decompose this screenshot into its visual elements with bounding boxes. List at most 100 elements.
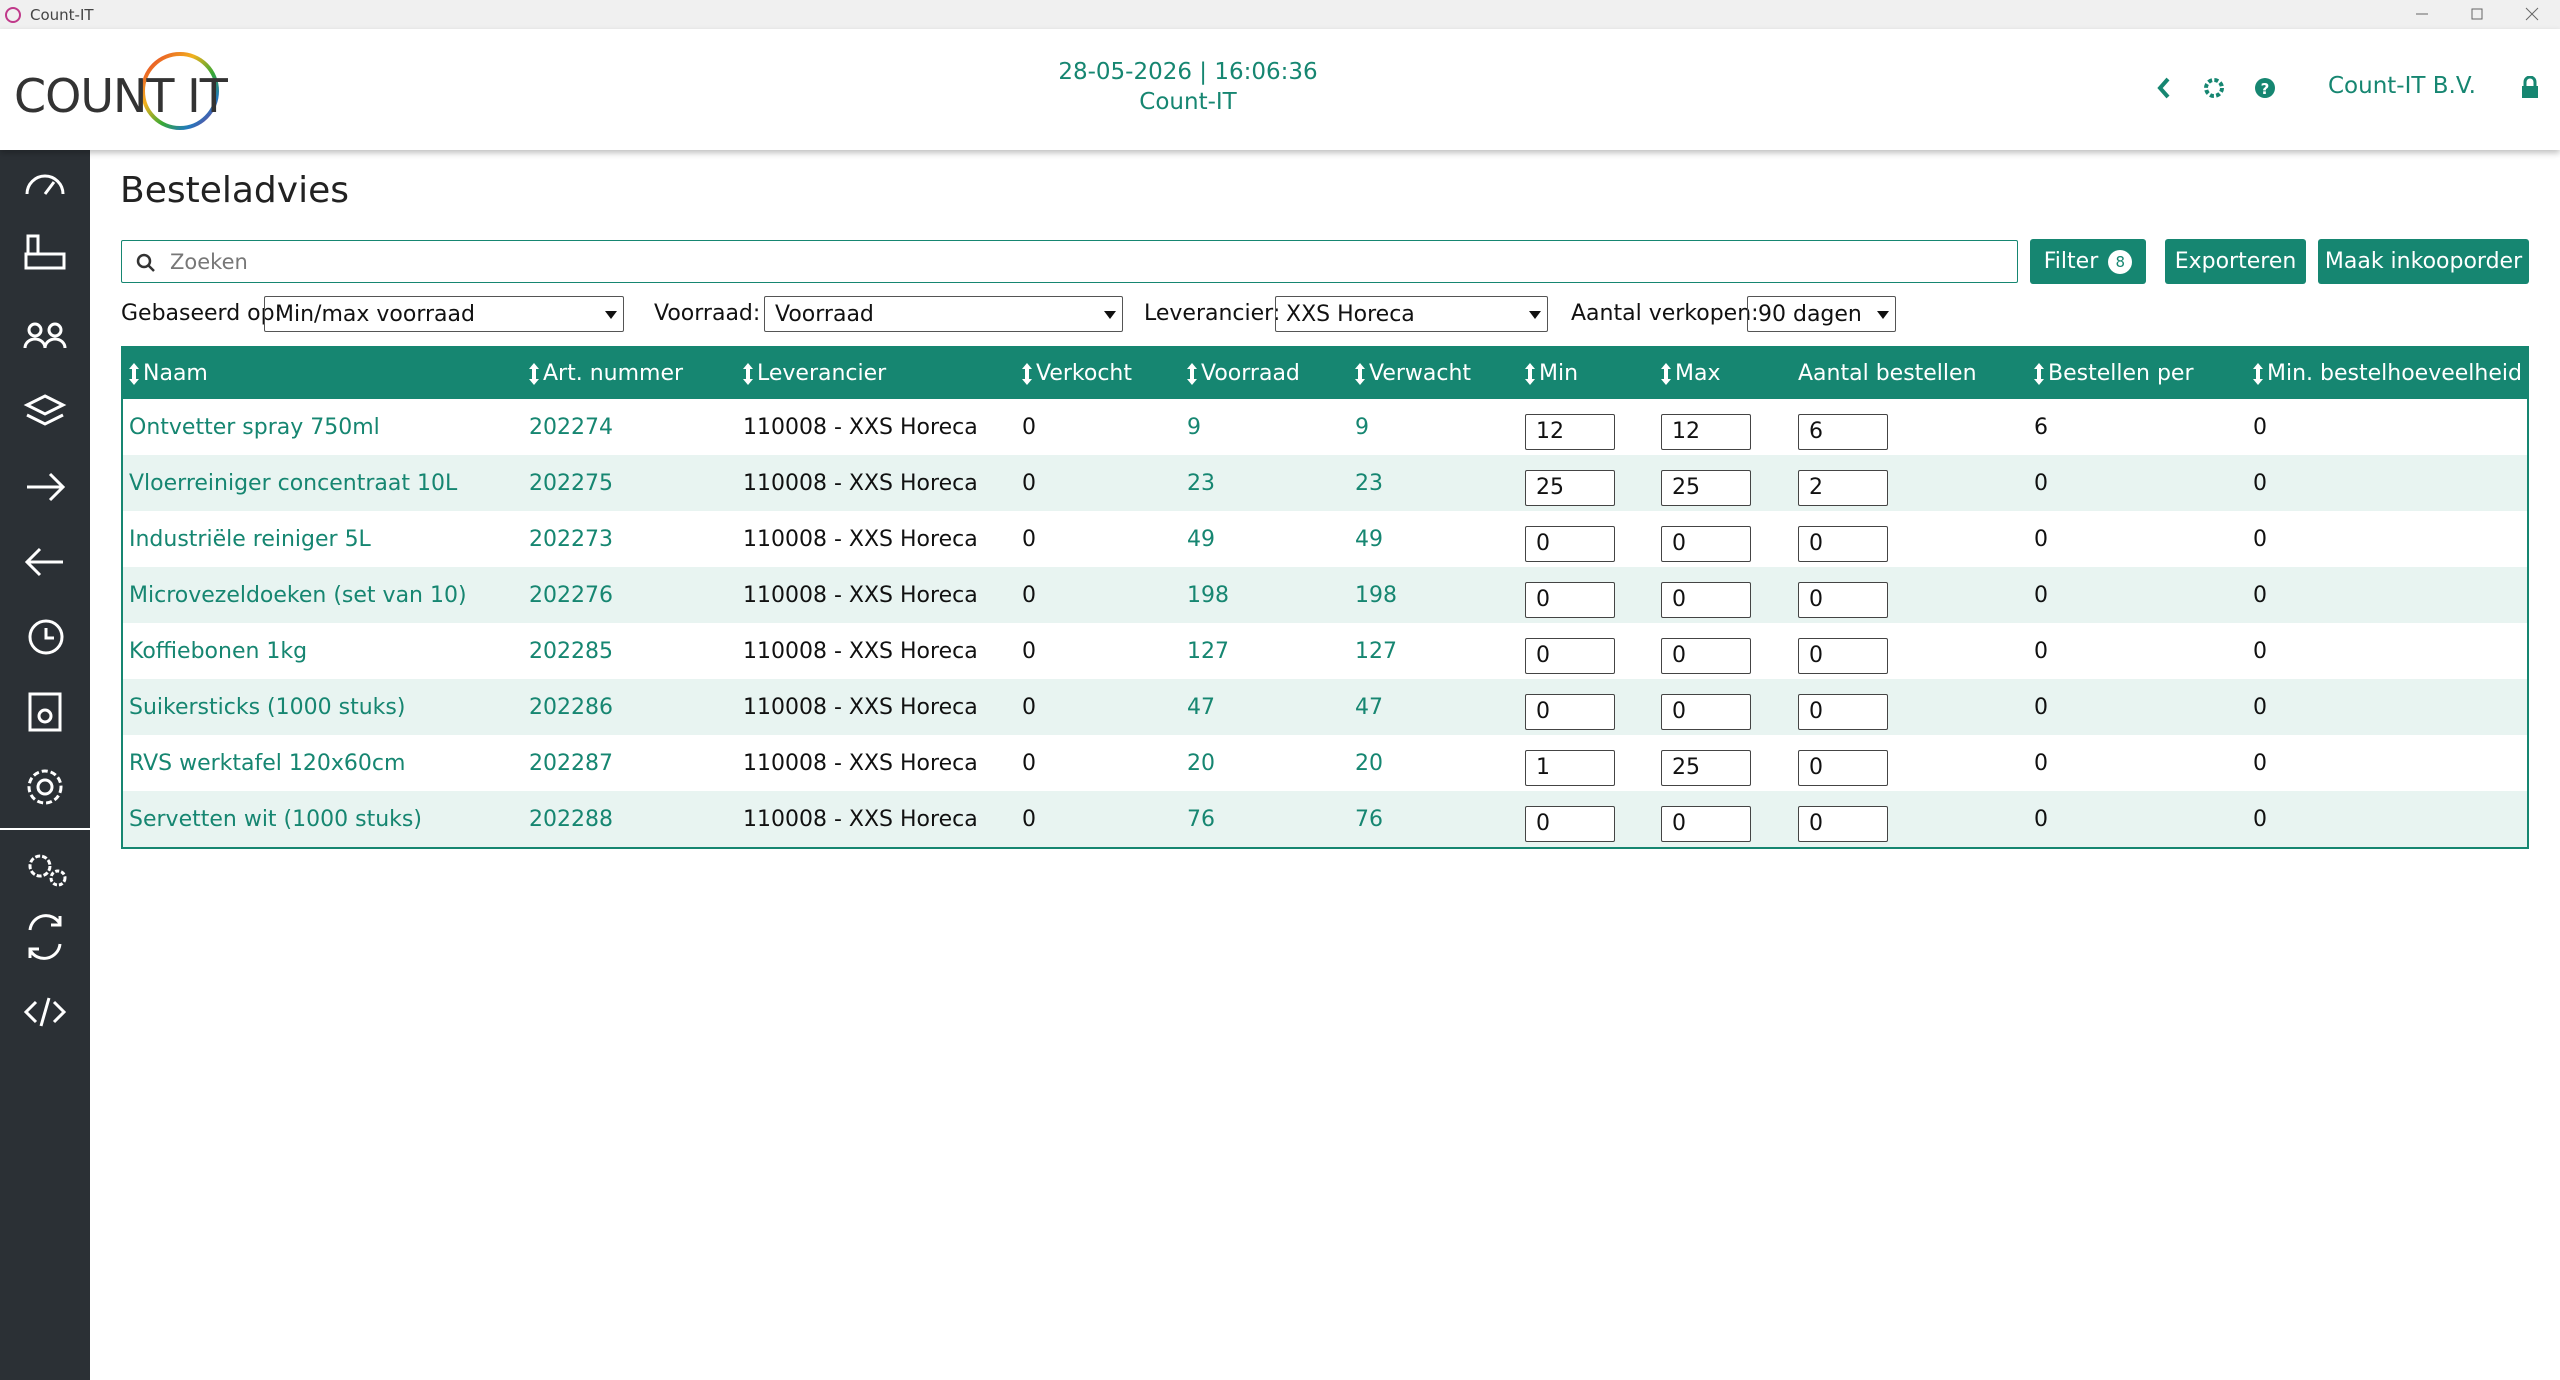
sort-icon[interactable]: [1355, 362, 1365, 385]
number-input[interactable]: 25: [1661, 470, 1751, 506]
nav-relations[interactable]: [23, 322, 67, 349]
sort-icon[interactable]: [1661, 362, 1671, 385]
column-header[interactable]: Naam: [129, 348, 208, 399]
nav-history[interactable]: [28, 619, 64, 655]
search-input[interactable]: Zoeken: [121, 240, 2018, 283]
cell-link[interactable]: Servetten wit (1000 stuks): [129, 806, 422, 832]
column-header[interactable]: Min: [1525, 348, 1578, 399]
cell-link[interactable]: Suikersticks (1000 stuks): [129, 694, 406, 720]
nav-incoming[interactable]: [27, 472, 66, 502]
cell-link[interactable]: 9: [1355, 414, 1369, 440]
cell-link[interactable]: 202275: [529, 470, 613, 496]
column-header[interactable]: Verwacht: [1355, 348, 1471, 399]
nav-products[interactable]: [24, 234, 66, 270]
nav-outgoing[interactable]: [24, 547, 63, 577]
number-input[interactable]: 0: [1798, 694, 1888, 730]
number-input[interactable]: 0: [1661, 526, 1751, 562]
cell-link[interactable]: Vloerreiniger concentraat 10L: [129, 470, 458, 496]
cell-link[interactable]: 202276: [529, 582, 613, 608]
cell-link[interactable]: RVS werktafel 120x60cm: [129, 750, 406, 776]
filter-select[interactable]: Voorraad: [764, 296, 1123, 332]
company-name[interactable]: Count-IT B.V.: [2328, 73, 2476, 99]
sort-icon[interactable]: [2253, 362, 2263, 385]
filter-select[interactable]: Min/max voorraad: [264, 296, 624, 332]
cell-link[interactable]: 20: [1187, 750, 1215, 776]
number-input[interactable]: 0: [1798, 750, 1888, 786]
number-input[interactable]: 0: [1525, 582, 1615, 618]
cell-link[interactable]: 198: [1187, 582, 1229, 608]
create-order-button[interactable]: Maak inkooporder: [2318, 239, 2529, 284]
number-input[interactable]: 0: [1661, 638, 1751, 674]
cell-link[interactable]: 76: [1187, 806, 1215, 832]
number-input[interactable]: 25: [1525, 470, 1615, 506]
number-input[interactable]: 0: [1525, 694, 1615, 730]
cell-link[interactable]: 202286: [529, 694, 613, 720]
nav-reports[interactable]: [28, 692, 62, 732]
number-input[interactable]: 0: [1525, 806, 1615, 842]
cell-link[interactable]: 49: [1355, 526, 1383, 552]
number-input[interactable]: 0: [1525, 526, 1615, 562]
cell-link[interactable]: 49: [1187, 526, 1215, 552]
sort-icon[interactable]: [1525, 362, 1535, 385]
number-input[interactable]: 0: [1798, 806, 1888, 842]
cell-link[interactable]: 23: [1355, 470, 1383, 496]
number-input[interactable]: 2: [1798, 470, 1888, 506]
cell-link[interactable]: 23: [1187, 470, 1215, 496]
column-header[interactable]: Voorraad: [1187, 348, 1300, 399]
filter-button[interactable]: Filter 8: [2030, 239, 2146, 284]
nav-dashboard[interactable]: [25, 174, 65, 195]
export-button[interactable]: Exporteren: [2165, 239, 2306, 284]
nav-sync[interactable]: [28, 914, 62, 960]
nav-settings[interactable]: [27, 769, 63, 805]
cell-link[interactable]: 202288: [529, 806, 613, 832]
nav-stock[interactable]: [23, 394, 67, 426]
column-header[interactable]: Bestellen per: [2034, 348, 2194, 399]
nav-advanced-settings[interactable]: [28, 854, 67, 887]
number-input[interactable]: 6: [1798, 414, 1888, 450]
number-input[interactable]: 25: [1661, 750, 1751, 786]
cell-link[interactable]: 47: [1187, 694, 1215, 720]
column-header[interactable]: Min. bestelhoeveelheid: [2253, 348, 2522, 399]
cell-link[interactable]: 47: [1355, 694, 1383, 720]
number-input[interactable]: 0: [1798, 582, 1888, 618]
sort-icon[interactable]: [1022, 362, 1032, 385]
sort-icon[interactable]: [743, 362, 753, 385]
column-header[interactable]: Leverancier: [743, 348, 886, 399]
number-input[interactable]: 12: [1525, 414, 1615, 450]
cell-link[interactable]: Microvezeldoeken (set van 10): [129, 582, 467, 608]
nav-developer[interactable]: [23, 997, 67, 1027]
cell-link[interactable]: 202287: [529, 750, 613, 776]
lock-icon[interactable]: [2520, 76, 2540, 100]
filter-select[interactable]: XXS Horeca: [1275, 296, 1548, 332]
logo[interactable]: COUNT IT: [14, 69, 228, 123]
column-header[interactable]: Art. nummer: [529, 348, 683, 399]
sort-icon[interactable]: [129, 362, 139, 385]
sort-icon[interactable]: [2034, 362, 2044, 385]
filter-select[interactable]: 90 dagen: [1747, 296, 1896, 332]
number-input[interactable]: 0: [1661, 582, 1751, 618]
column-header[interactable]: Verkocht: [1022, 348, 1132, 399]
cell-link[interactable]: Koffiebonen 1kg: [129, 638, 308, 664]
number-input[interactable]: 1: [1525, 750, 1615, 786]
cell-link[interactable]: 202273: [529, 526, 613, 552]
cell-link[interactable]: 202285: [529, 638, 613, 664]
cell-link[interactable]: 127: [1187, 638, 1229, 664]
number-input[interactable]: 0: [1661, 806, 1751, 842]
cell-link[interactable]: Industriële reiniger 5L: [129, 526, 371, 552]
sort-icon[interactable]: [529, 362, 539, 385]
cell-link[interactable]: 76: [1355, 806, 1383, 832]
sort-icon[interactable]: [1187, 362, 1197, 385]
window-controls[interactable]: [2400, 0, 2560, 29]
cell-link[interactable]: 202274: [529, 414, 613, 440]
cell-link[interactable]: Ontvetter spray 750ml: [129, 414, 380, 440]
number-input[interactable]: 0: [1525, 638, 1615, 674]
number-input[interactable]: 0: [1798, 638, 1888, 674]
number-input[interactable]: 0: [1798, 526, 1888, 562]
cell-link[interactable]: 20: [1355, 750, 1383, 776]
number-input[interactable]: 12: [1661, 414, 1751, 450]
number-input[interactable]: 0: [1661, 694, 1751, 730]
header-icons[interactable]: ?: [2150, 74, 2290, 104]
column-header[interactable]: Max: [1661, 348, 1720, 399]
cell-link[interactable]: 9: [1187, 414, 1201, 440]
cell-link[interactable]: 198: [1355, 582, 1397, 608]
